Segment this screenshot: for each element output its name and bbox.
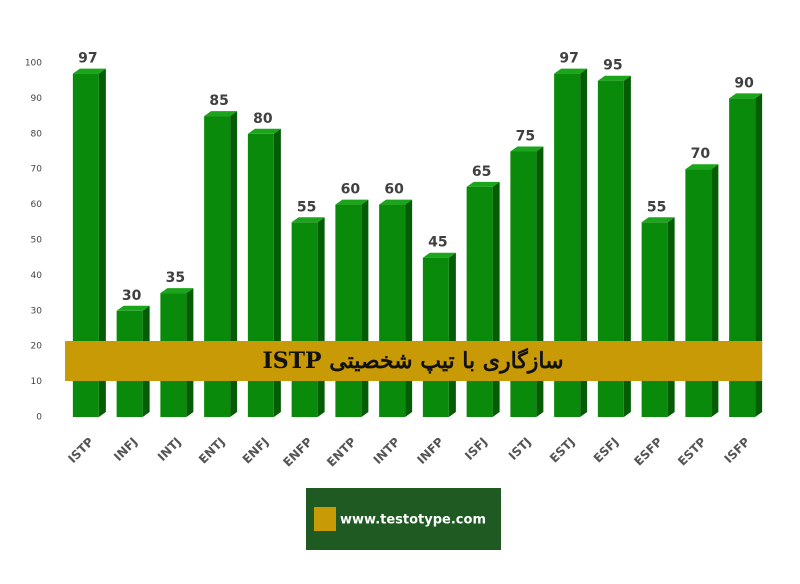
- bar: [335, 204, 362, 417]
- bar-top: [729, 93, 763, 99]
- bar-top: [379, 199, 413, 205]
- bar-top: [72, 68, 106, 74]
- bar-top: [466, 181, 500, 187]
- y-tick-label: 90: [31, 94, 43, 104]
- chart-title: سازگاری با تیپ شخصیتی ISTP: [262, 347, 563, 375]
- y-tick-label: 0: [36, 413, 42, 423]
- value-label: 85: [209, 93, 228, 109]
- bar-top: [641, 217, 675, 223]
- logo-icon: [314, 507, 336, 531]
- bar-side: [580, 68, 588, 418]
- bar-top: [335, 199, 369, 205]
- bar-side: [667, 217, 675, 417]
- y-tick-label: 40: [31, 271, 43, 281]
- bar-top: [247, 128, 281, 134]
- logo-box: [306, 488, 501, 550]
- bar-side: [623, 75, 631, 417]
- bar-top: [685, 164, 719, 170]
- y-tick-label: 50: [31, 236, 43, 246]
- bar-top: [160, 288, 194, 294]
- bar-top: [597, 75, 631, 81]
- value-label: 30: [122, 288, 142, 304]
- y-tick-label: 100: [25, 59, 42, 69]
- value-label: 95: [603, 58, 622, 74]
- bar-side: [492, 181, 500, 417]
- bar: [291, 222, 318, 417]
- y-tick-label: 10: [31, 377, 43, 387]
- bar-top: [204, 111, 238, 117]
- bar-top: [510, 146, 544, 152]
- value-label: 80: [253, 111, 273, 127]
- bar: [379, 204, 406, 417]
- y-tick-label: 60: [31, 200, 43, 210]
- bar: [422, 257, 449, 417]
- bar-side: [361, 199, 369, 417]
- value-label: 45: [428, 235, 447, 251]
- y-tick-label: 80: [31, 129, 43, 139]
- value-label: 75: [516, 129, 535, 145]
- value-label: 55: [297, 199, 316, 215]
- value-label: 35: [166, 270, 185, 286]
- source: www.testotype.com: [340, 513, 486, 528]
- value-label: 70: [691, 146, 711, 162]
- bar-top: [291, 217, 325, 223]
- y-tick-label: 30: [31, 306, 43, 316]
- value-label: 97: [559, 51, 578, 67]
- bar-side: [230, 111, 238, 417]
- bar-side: [98, 68, 106, 418]
- y-tick-label: 70: [31, 165, 43, 175]
- bar-side: [405, 199, 413, 417]
- value-label: 60: [384, 182, 404, 198]
- bar-side: [755, 93, 763, 418]
- bar: [641, 222, 668, 417]
- value-label: 65: [472, 164, 491, 180]
- y-tick-label: 20: [31, 342, 43, 352]
- value-label: 55: [647, 199, 666, 215]
- bar-top: [422, 252, 456, 258]
- bar: [466, 186, 493, 417]
- bar-top: [116, 305, 150, 311]
- value-label: 60: [341, 182, 361, 198]
- value-label: 90: [734, 75, 754, 91]
- bar-top: [554, 68, 588, 74]
- bar-side: [317, 217, 325, 417]
- title-banner: [65, 341, 762, 381]
- bar-side: [448, 252, 456, 417]
- value-label: 97: [78, 51, 97, 67]
